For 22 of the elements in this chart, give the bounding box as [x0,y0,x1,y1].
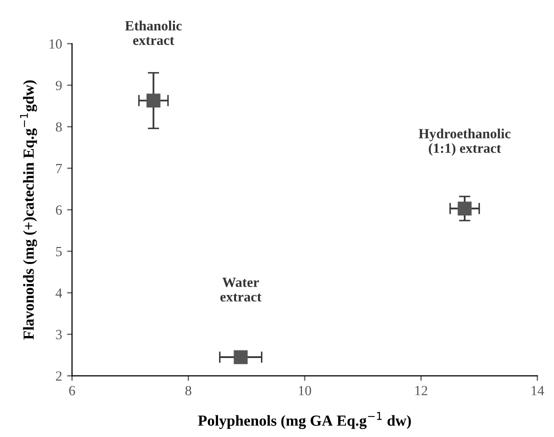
y-tick-label: 9 [56,80,62,90]
x-tick-label: 6 [69,386,76,396]
x-tick-label: 10 [298,386,312,396]
x-axis-title: Polyphenols (mg GA Eq.g$^{−1}$ dw) [198,412,411,430]
x-tick-label: 8 [185,386,192,396]
y-tick-label: 5 [56,247,62,256]
y-tick-label: 7 [56,164,62,174]
y-axis-title: Flavonoids (mg (+)catechin Eq.g$^{−1}$gdw) [20,80,38,340]
point [458,202,472,216]
x-tick-label: 14 [532,386,544,396]
annotation: Hydroethanolic (1:1) extract [418,128,510,156]
y-tick-label: 3 [56,330,62,340]
annotation: Ethanolic extract [125,20,182,45]
annotation: Water extract [220,278,262,302]
point [146,94,160,108]
y-tick-label: 4 [56,288,62,298]
y-tick-label: 8 [56,122,62,132]
x-tick-label: 12 [415,386,428,396]
y-tick-label: 10 [50,39,62,49]
y-tick-label: 6 [56,205,62,215]
y-tick-label: 2 [56,371,62,381]
point [234,350,248,364]
